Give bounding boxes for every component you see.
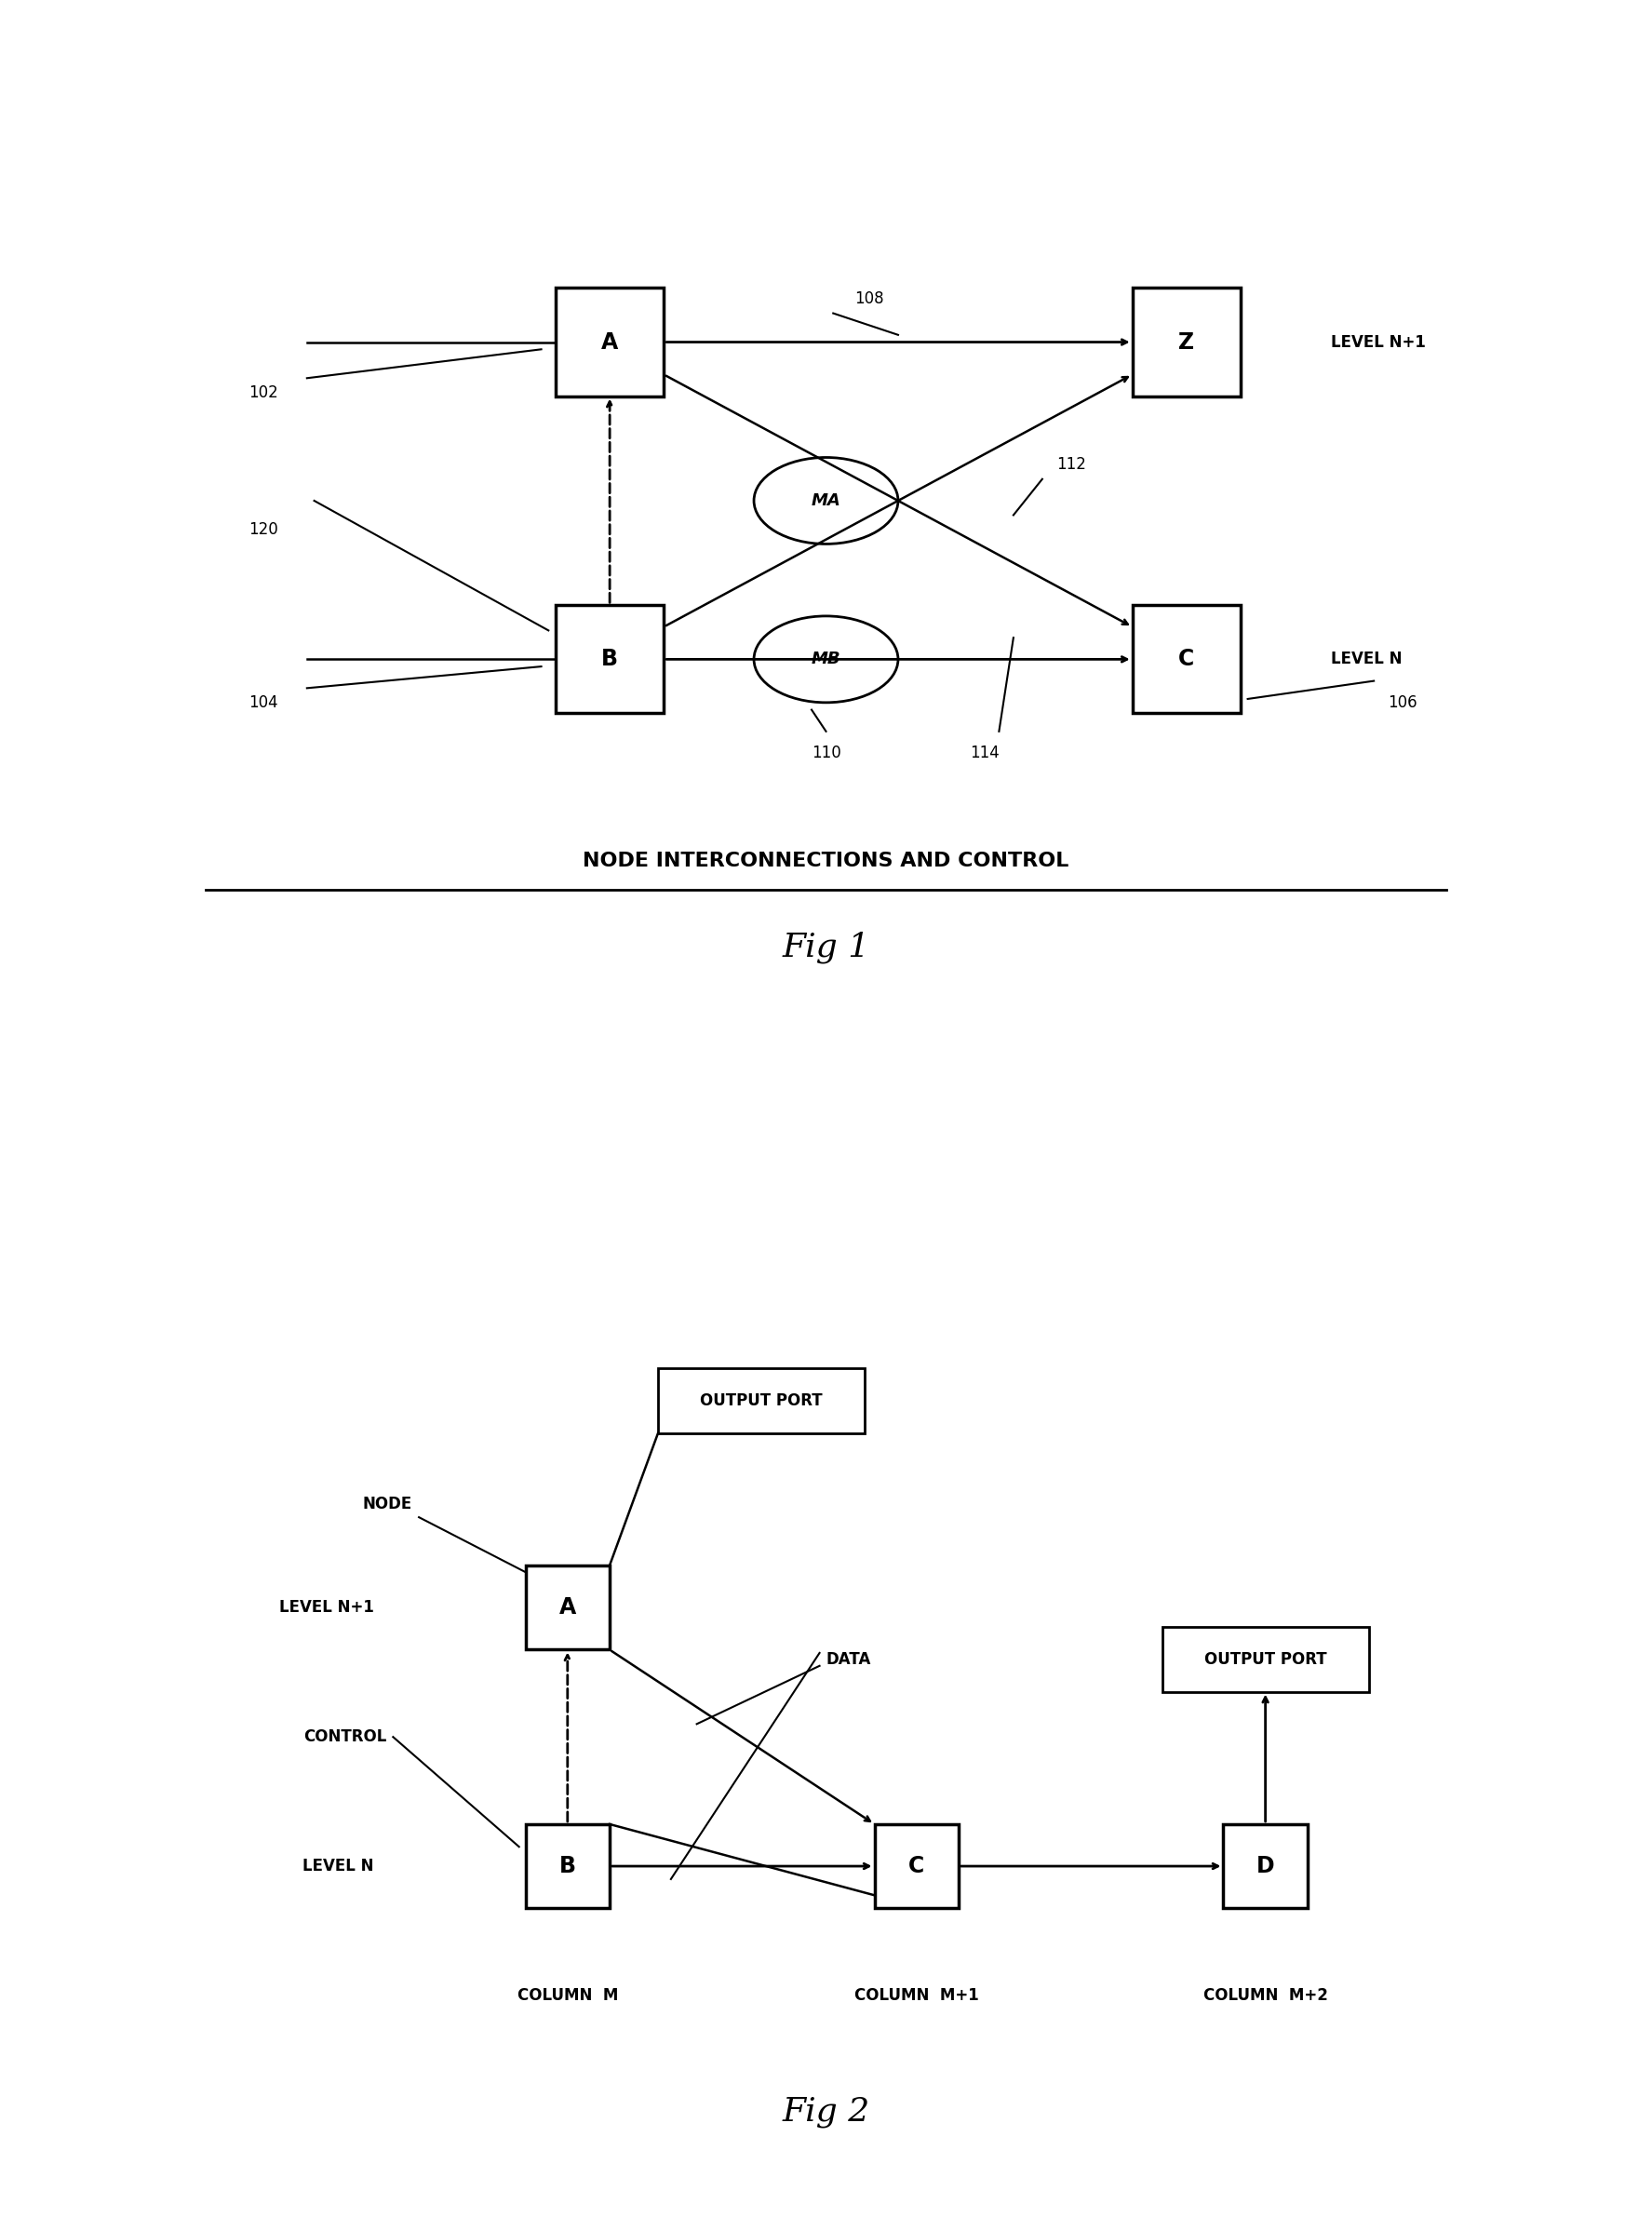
Text: OUTPUT PORT: OUTPUT PORT — [1204, 1652, 1327, 1667]
Text: DATA: DATA — [826, 1652, 871, 1667]
Text: LEVEL N+1: LEVEL N+1 — [279, 1598, 373, 1616]
Text: 102: 102 — [249, 384, 279, 401]
Text: Fig 2: Fig 2 — [781, 2095, 871, 2128]
Text: 108: 108 — [854, 290, 884, 308]
Bar — [657, 1368, 864, 1432]
Ellipse shape — [753, 457, 899, 543]
Text: MB: MB — [811, 652, 841, 667]
Bar — [1132, 288, 1241, 397]
Text: 114: 114 — [970, 745, 999, 760]
Text: MA: MA — [811, 492, 841, 510]
Text: B: B — [601, 647, 618, 670]
Bar — [1132, 605, 1241, 714]
Bar — [1224, 1825, 1307, 1909]
Text: C: C — [1178, 647, 1194, 670]
Text: 110: 110 — [811, 745, 841, 760]
Bar — [874, 1825, 958, 1909]
Text: COLUMN  M+2: COLUMN M+2 — [1203, 1986, 1328, 2004]
Bar — [555, 605, 664, 714]
Text: A: A — [558, 1596, 577, 1618]
Text: B: B — [558, 1856, 577, 1878]
Text: LEVEL N: LEVEL N — [1330, 652, 1403, 667]
Text: NODE: NODE — [363, 1496, 413, 1512]
Text: COLUMN  M+1: COLUMN M+1 — [854, 1986, 978, 2004]
Bar — [525, 1825, 610, 1909]
Text: 106: 106 — [1388, 694, 1417, 712]
Text: A: A — [601, 330, 618, 353]
Text: LEVEL N: LEVEL N — [302, 1858, 373, 1876]
Text: LEVEL N+1: LEVEL N+1 — [1330, 335, 1426, 350]
Text: Z: Z — [1178, 330, 1194, 353]
Text: COLUMN  M: COLUMN M — [517, 1986, 618, 2004]
Text: 120: 120 — [249, 521, 279, 539]
Bar — [525, 1565, 610, 1649]
Text: NODE INTERCONNECTIONS AND CONTROL: NODE INTERCONNECTIONS AND CONTROL — [583, 851, 1069, 871]
Text: OUTPUT PORT: OUTPUT PORT — [700, 1392, 823, 1410]
Text: 112: 112 — [1056, 457, 1085, 472]
Text: D: D — [1256, 1856, 1275, 1878]
Text: C: C — [909, 1856, 925, 1878]
Text: Fig 1: Fig 1 — [781, 931, 871, 964]
Text: CONTROL: CONTROL — [304, 1729, 387, 1745]
Bar — [1161, 1627, 1370, 1692]
Ellipse shape — [753, 616, 899, 703]
Bar — [555, 288, 664, 397]
Text: 104: 104 — [249, 694, 279, 712]
